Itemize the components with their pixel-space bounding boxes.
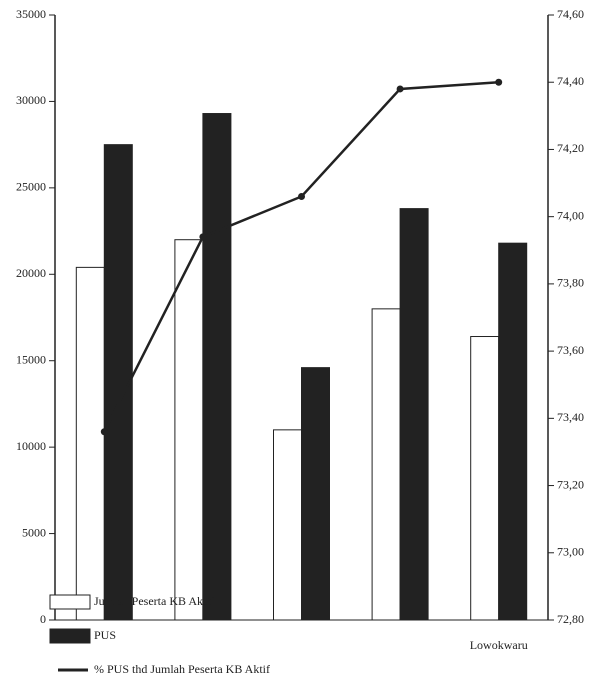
y-tick-label: 0: [40, 612, 46, 626]
y2-tick-label: 74,20: [557, 141, 584, 155]
legend-swatch: [50, 629, 90, 643]
y-tick-label: 35000: [16, 7, 46, 21]
line-point: [199, 233, 206, 240]
bar: [372, 309, 400, 620]
line-point: [495, 79, 502, 86]
line-point: [101, 428, 108, 435]
legend-label: Jumlah Peserta KB Aktif: [94, 594, 214, 608]
line-point: [298, 193, 305, 200]
page: {"chart_data": {"type": "bar-line", "cat…: [0, 0, 597, 688]
bar: [203, 114, 231, 620]
chart: 0 5000 10000 15000 20000 25000 30000 35000 72,80…: [0, 0, 597, 688]
y2-tick-label: 73,80: [557, 276, 584, 290]
y2-tick-label: 72,80: [557, 612, 584, 626]
y2-tick-label: 74,40: [557, 74, 584, 88]
line-point: [397, 85, 404, 92]
legend-label: PUS: [94, 628, 116, 642]
y2-tick-label: 73,60: [557, 343, 584, 357]
bar: [302, 368, 330, 620]
bar: [471, 337, 499, 620]
bar: [76, 267, 104, 620]
bar: [499, 243, 527, 620]
y2-tick-label: 74,00: [557, 208, 584, 222]
bar: [175, 240, 203, 620]
y-tick-label: 20000: [16, 266, 46, 280]
y2-tick-label: 73,20: [557, 477, 584, 491]
y2-tick-label: 74,60: [557, 7, 584, 21]
y2-tick-label: 73,40: [557, 410, 584, 424]
y2-tick-label: 73,00: [557, 545, 584, 559]
y-tick-label: 10000: [16, 439, 46, 453]
legend-swatch: [50, 595, 90, 609]
x-tick-label: Lowokwaru: [470, 638, 528, 652]
bar: [400, 209, 428, 620]
y-tick-label: 5000: [22, 525, 46, 539]
y-tick-label: 15000: [16, 352, 46, 366]
legend-label: % PUS thd Jumlah Peserta KB Aktif: [94, 662, 270, 676]
bar: [274, 430, 302, 620]
y-tick-label: 25000: [16, 180, 46, 194]
y-tick-label: 30000: [16, 93, 46, 107]
